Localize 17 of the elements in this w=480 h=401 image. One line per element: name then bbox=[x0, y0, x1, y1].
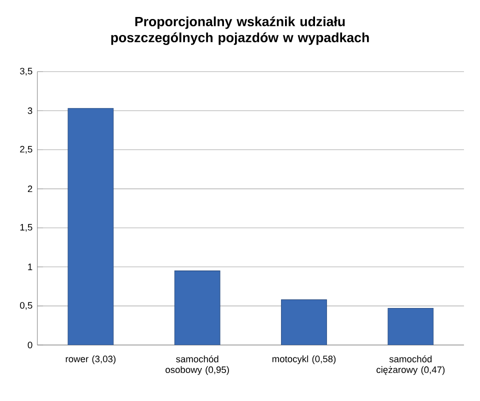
y-tick-label: 0,5 bbox=[20, 302, 32, 310]
x-tick-label: motocykl (0,58) bbox=[272, 355, 336, 364]
y-tick-label: 1 bbox=[28, 264, 32, 270]
y-tick-label: 0 bbox=[28, 342, 32, 348]
y-tick-label: 2 bbox=[28, 186, 32, 192]
y-tick-label: 2,5 bbox=[20, 146, 32, 154]
y-tick-label: 1,5 bbox=[20, 224, 32, 232]
bar bbox=[174, 270, 220, 345]
bar bbox=[281, 299, 327, 345]
bar bbox=[388, 308, 434, 345]
x-tick-label: samochód ciężarowy (0,47) bbox=[376, 355, 445, 375]
x-tick-label: samochód osobowy (0,95) bbox=[166, 355, 229, 375]
chart-title: Proporcjonalny wskaźnik udziału poszczególnych pojazdów w wypadkach bbox=[111, 16, 369, 45]
bar bbox=[68, 108, 114, 345]
y-tick-label: 3 bbox=[28, 107, 32, 114]
x-tick-label: rower (3,03) bbox=[66, 355, 116, 364]
y-tick-label: 3,5 bbox=[20, 68, 32, 76]
